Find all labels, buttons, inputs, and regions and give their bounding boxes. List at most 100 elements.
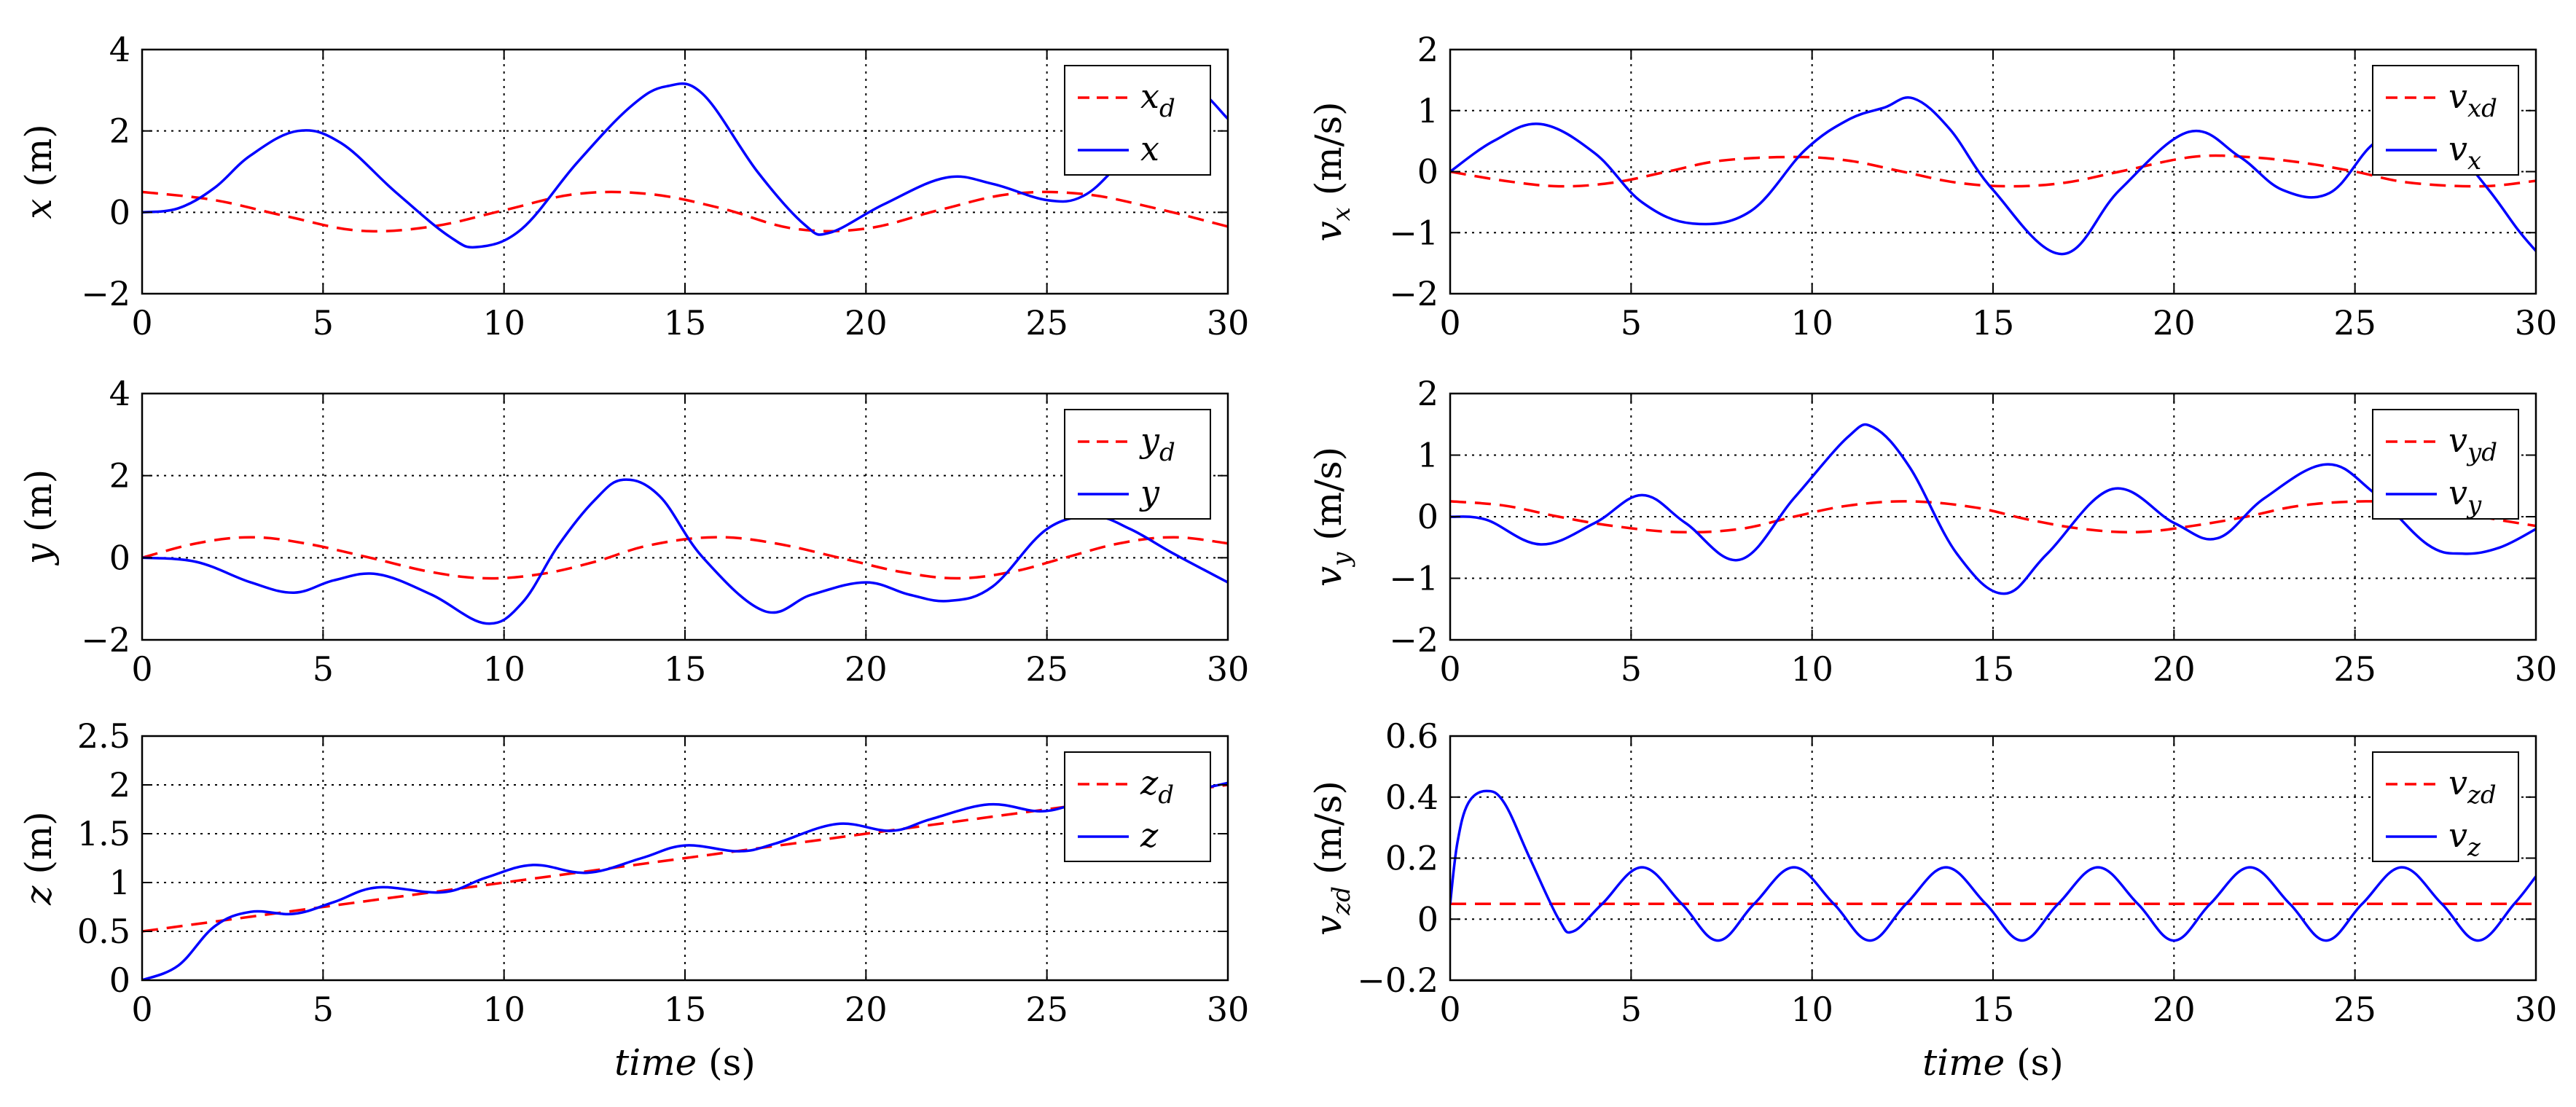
x-tick-label: 5: [1621, 990, 1642, 1029]
y-axis-label-var: z: [17, 885, 60, 906]
x-tick-label: 0: [1439, 649, 1460, 689]
x-tick-label: 30: [1207, 990, 1250, 1029]
y-tick-label: 4: [109, 30, 130, 69]
y-tick-label: 0: [109, 192, 130, 232]
x-tick-label: 5: [313, 990, 334, 1029]
y-axis-label-sub: y: [1327, 552, 1356, 568]
x-tick-label: 25: [2333, 649, 2376, 689]
y-axis-label-unit: (m): [17, 124, 60, 198]
x-tick-label: 20: [845, 649, 888, 689]
y-tick-label: 2: [109, 112, 130, 151]
x-tick-label: 30: [1207, 303, 1250, 343]
y-tick-label: 0: [109, 961, 130, 1000]
x-tick-label: 15: [1972, 990, 2015, 1029]
legend: zdz: [1064, 751, 1211, 862]
x-tick-label: 5: [313, 303, 334, 343]
legend-label-var: z: [1140, 763, 1159, 802]
legend-label-var: x: [1140, 77, 1159, 116]
legend-label-var: v: [2448, 473, 2467, 512]
legend-label-sub: d: [1158, 781, 1174, 810]
legend-label-var: x: [1140, 129, 1159, 168]
y-tick-label: −1: [1389, 559, 1438, 598]
y-axis-label: y (m): [17, 469, 60, 566]
x-tick-label: 5: [313, 649, 334, 689]
x-tick-label: 25: [2333, 303, 2376, 343]
y-axis-label: z (m): [17, 811, 60, 906]
series-line-vz: [1450, 789, 2536, 942]
y-tick-label: 0.2: [1385, 839, 1438, 878]
x-axis-label: time (s): [1922, 1041, 2064, 1084]
y-axis-label-var: v: [1307, 566, 1350, 587]
y-axis-label-sub: x: [1327, 207, 1356, 221]
series-line-y: [142, 478, 1228, 625]
y-tick-label: 0: [1417, 497, 1438, 536]
y-axis-label: x (m): [17, 124, 60, 219]
x-axis-label: time (s): [614, 1041, 756, 1084]
legend-label-sub: d: [1159, 94, 1175, 123]
x-tick-label: 15: [664, 990, 707, 1029]
x-tick-label: 10: [482, 990, 525, 1029]
y-axis-label-unit: (m/s): [1307, 447, 1350, 552]
legend-box: [2372, 65, 2519, 176]
x-axis-label-var: time: [1922, 1041, 2005, 1084]
x-tick-label: 10: [1790, 990, 1833, 1029]
legend-label-var: y: [1139, 420, 1160, 460]
y-axis-label-unit: (m): [17, 811, 60, 885]
x-tick-label: 15: [664, 649, 707, 689]
legend-label-var: v: [2448, 763, 2467, 802]
y-tick-label: 1: [109, 863, 130, 902]
y-tick-label: −2: [81, 620, 130, 660]
legend-label-sub: z: [2467, 833, 2481, 862]
x-tick-label: 20: [845, 990, 888, 1029]
y-axis-label-sub: zd: [1327, 886, 1356, 916]
y-axis-label-var: v: [1307, 221, 1350, 241]
legend-label-var: y: [1139, 473, 1160, 512]
legend-label-var: v: [2448, 77, 2467, 116]
y-axis-label-unit: (m): [17, 469, 60, 544]
legend-label-sub: d: [1159, 438, 1175, 467]
y-axis-label: vzd (m/s): [1307, 781, 1356, 936]
legend-label-var: v: [2448, 420, 2467, 460]
legend-label-vzd: vzd: [2448, 763, 2497, 810]
x-tick-label: 0: [131, 649, 152, 689]
legend-label-var: v: [2448, 815, 2467, 855]
y-tick-label: 1.5: [77, 814, 130, 853]
legend: ydy: [1064, 409, 1211, 520]
y-tick-label: 0.6: [1385, 716, 1438, 756]
y-axis-label-unit: (m/s): [1307, 101, 1350, 207]
x-tick-label: 15: [664, 303, 707, 343]
legend-label-zd: zd: [1140, 763, 1174, 810]
x-tick-label: 20: [2153, 303, 2196, 343]
x-axis-label-unit: (s): [697, 1041, 756, 1084]
legend-label-xd: xd: [1140, 77, 1175, 123]
y-tick-label: −2: [1389, 620, 1438, 660]
y-axis-label-var: y: [17, 543, 60, 566]
legend-label-vxd: vxd: [2448, 77, 2497, 123]
y-tick-label: 2: [1417, 374, 1438, 413]
y-tick-label: 2: [1417, 30, 1438, 69]
y-tick-label: 2.5: [77, 716, 130, 756]
y-axis-label-var: v: [1307, 915, 1350, 936]
x-tick-label: 0: [1439, 990, 1460, 1029]
x-tick-label: 10: [1790, 649, 1833, 689]
x-tick-label: 0: [131, 990, 152, 1029]
legend-box: [1064, 751, 1211, 862]
x-tick-label: 5: [1621, 303, 1642, 343]
series-line-z: [142, 781, 1228, 980]
legend-label-var: z: [1140, 815, 1159, 855]
x-tick-label: 10: [1790, 303, 1833, 343]
y-tick-label: 0.4: [1385, 778, 1438, 817]
legend-label-y: y: [1139, 473, 1160, 512]
plot-area: [142, 50, 1228, 294]
legend-box: [2372, 409, 2519, 520]
series-line-vyd: [1450, 500, 2536, 534]
x-tick-label: 0: [1439, 303, 1460, 343]
